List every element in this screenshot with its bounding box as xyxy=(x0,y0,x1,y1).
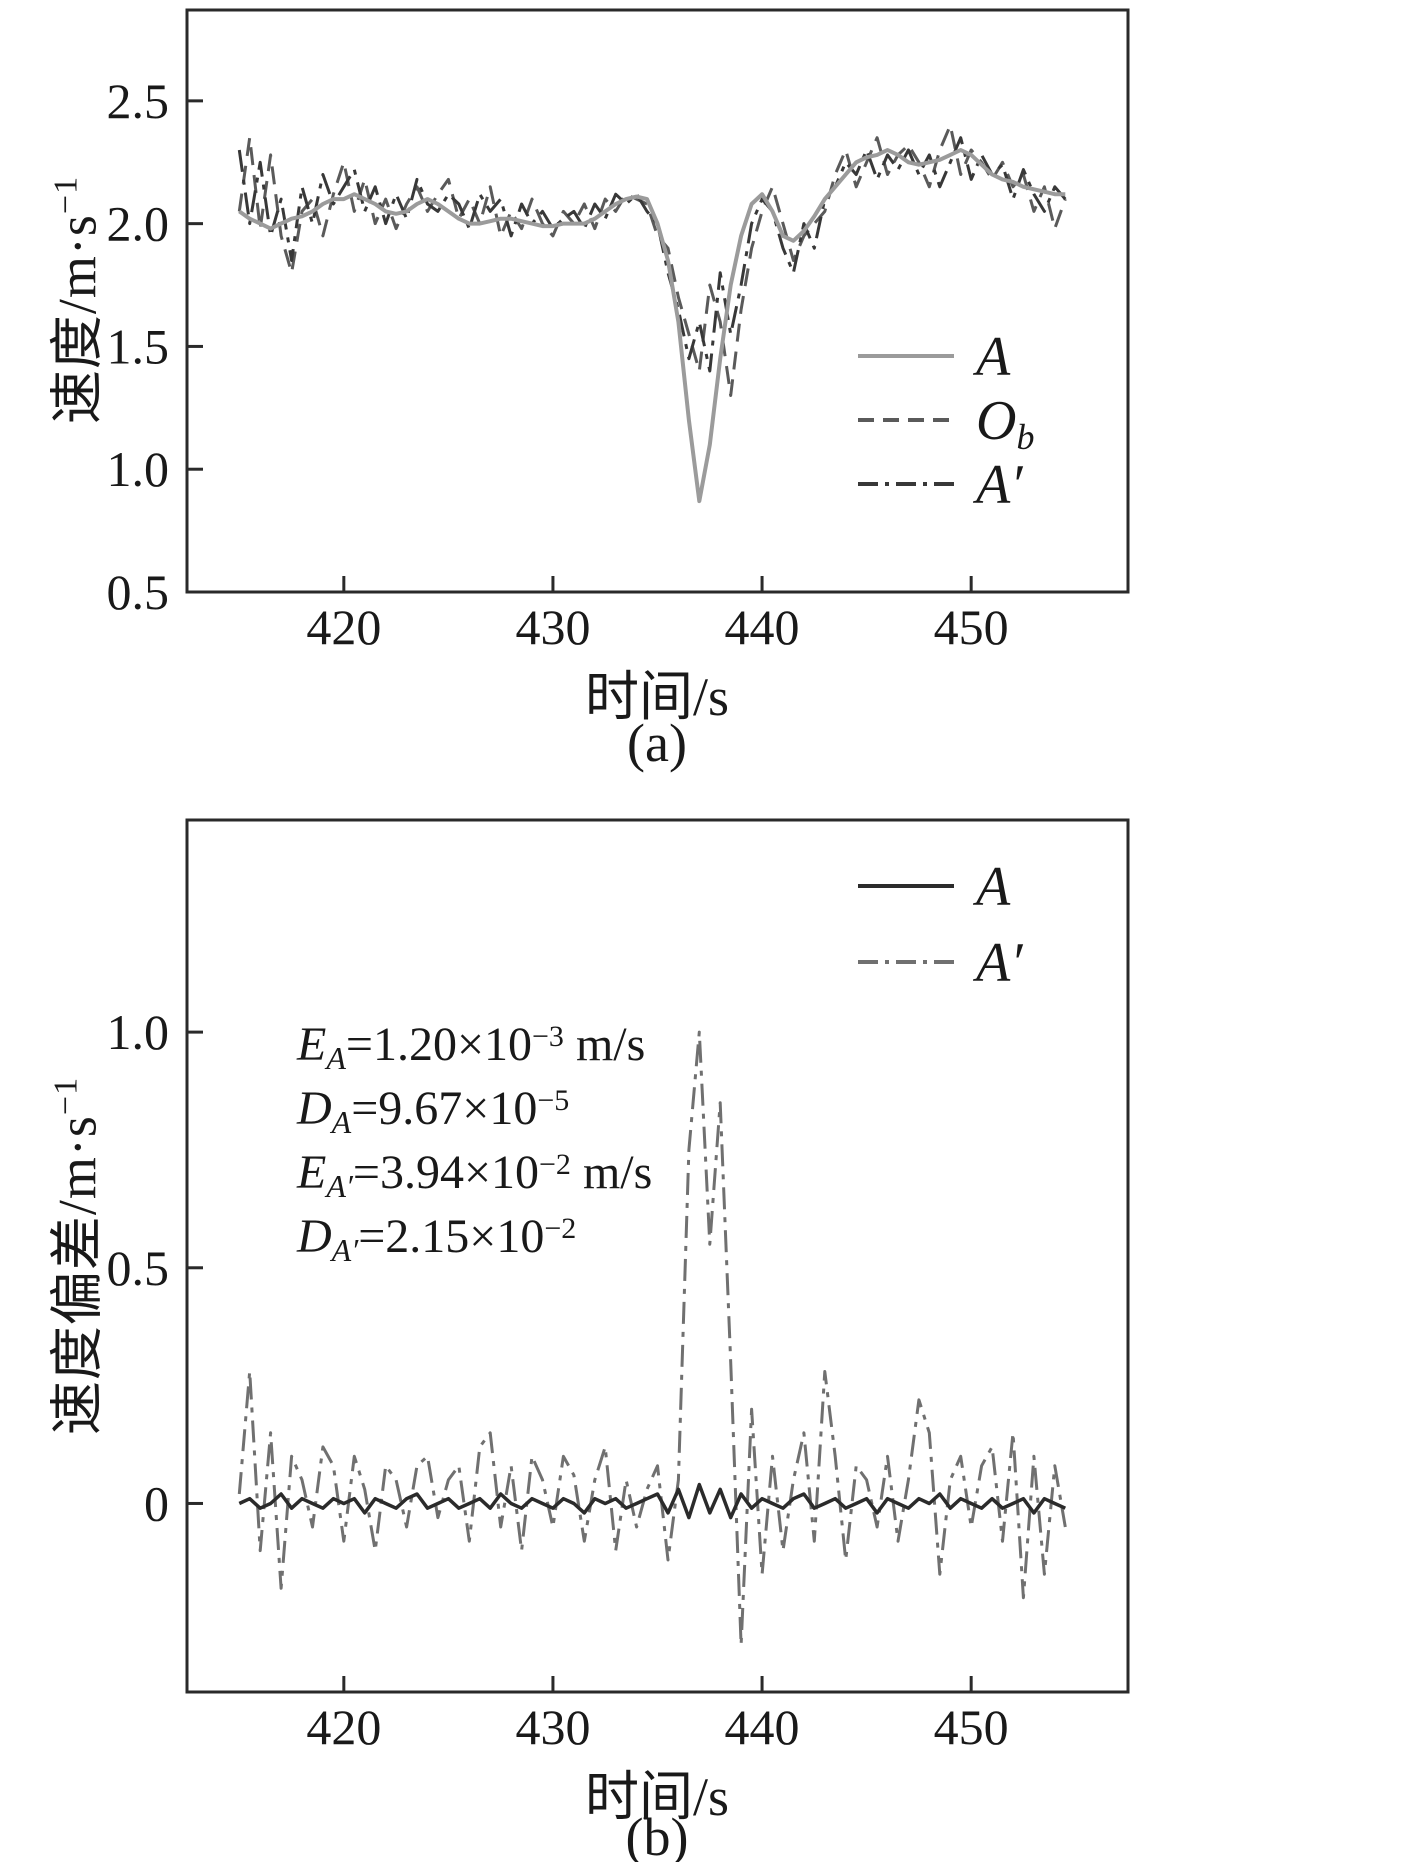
x-tick-label: 450 xyxy=(934,1699,1009,1755)
y-tick-label: 1.0 xyxy=(107,1004,170,1060)
plot-frame xyxy=(185,8,1130,594)
chart-b-y-label-superscript: −1 xyxy=(47,1076,85,1116)
stat-exponent: −5 xyxy=(537,1084,570,1117)
stat-line-ea: EA=1.20×10−3 m/s xyxy=(297,1005,652,1076)
series-Ob-line xyxy=(237,123,1067,397)
stat-exponent: −3 xyxy=(532,1020,564,1053)
legend-label-1: A xyxy=(972,326,1011,388)
stat-value: =2.15×10 xyxy=(358,1210,545,1263)
legend-label-1: A xyxy=(972,856,1011,918)
plot-frame xyxy=(185,818,1130,1694)
y-tick-label: 2.0 xyxy=(107,196,170,252)
stat-subscript: A′ xyxy=(326,1168,353,1204)
stat-symbol: E xyxy=(297,1146,327,1199)
stat-value: =3.94×10 xyxy=(352,1146,540,1199)
series-A-line xyxy=(238,1482,1067,1520)
stat-exponent: −2 xyxy=(539,1148,571,1181)
stat-line-ea-prime: EA′=3.94×10−2 m/s xyxy=(297,1133,653,1204)
series-A-prime-line xyxy=(237,136,1067,373)
stat-subscript: A xyxy=(331,1104,352,1140)
y-tick-label: 1.0 xyxy=(107,441,170,497)
legend-label-2: A′ xyxy=(972,932,1023,994)
y-tick-label: 0.5 xyxy=(107,564,170,620)
series-A-prime-line xyxy=(237,1030,1067,1647)
chart-a-y-label-superscript: −1 xyxy=(47,175,85,215)
chart-b-y-axis-label: 速度偏差/m·s−1 xyxy=(33,1077,112,1435)
stat-unit: m/s xyxy=(570,1146,653,1199)
y-tick-label: 2.5 xyxy=(107,73,170,129)
y-tick-label: 0.5 xyxy=(107,1240,170,1296)
x-tick-label: 440 xyxy=(725,599,800,655)
stat-line-da: DA=9.67×10−5 xyxy=(297,1069,652,1140)
stat-subscript: A′ xyxy=(331,1232,359,1268)
x-tick-label: 430 xyxy=(515,599,590,655)
x-tick-label: 440 xyxy=(725,1699,800,1755)
chart-b-stats: EA=1.20×10−3 m/s DA=9.67×10−5 EA′=3.94×1… xyxy=(297,1005,653,1268)
stat-symbol: D xyxy=(297,1210,332,1263)
chart-a-caption: (a) xyxy=(627,713,687,773)
chart-a-x-axis-label: 时间/s xyxy=(584,667,730,727)
chart-b-y-label-text: 速度偏差/m·s xyxy=(47,1115,108,1436)
chart-a-y-axis-label: 速度/m·s−1 xyxy=(33,176,112,424)
x-tick-label: 450 xyxy=(934,599,1009,655)
x-tick-label: 430 xyxy=(515,1699,590,1755)
stat-unit: m/s xyxy=(563,1018,646,1071)
chart-b-caption: (b) xyxy=(625,1807,689,1862)
stat-symbol: D xyxy=(297,1082,332,1135)
y-tick-label: 1.5 xyxy=(107,318,170,374)
stat-value: =9.67×10 xyxy=(351,1082,538,1135)
stat-symbol: E xyxy=(297,1018,327,1071)
stat-line-da-prime: DA′=2.15×10−2 xyxy=(297,1197,652,1268)
y-tick-label: 0 xyxy=(144,1475,169,1531)
stat-value: =1.20×10 xyxy=(345,1018,533,1071)
chart-b-x-axis-label: 时间/s xyxy=(584,1767,730,1827)
chart-b-plot: 420 430 440 450 0 0.5 1.0 A A′ xyxy=(107,818,1130,1755)
x-tick-label: 420 xyxy=(306,599,381,655)
stat-exponent: −2 xyxy=(544,1212,577,1245)
series-A-line xyxy=(238,148,1066,504)
legend-label-3: A′ xyxy=(972,454,1023,516)
chart-a-y-label-text: 速度/m·s xyxy=(47,214,108,425)
stat-subscript: A xyxy=(326,1040,346,1076)
legend-label-2: Ob xyxy=(976,390,1034,457)
x-tick-label: 420 xyxy=(306,1699,381,1755)
